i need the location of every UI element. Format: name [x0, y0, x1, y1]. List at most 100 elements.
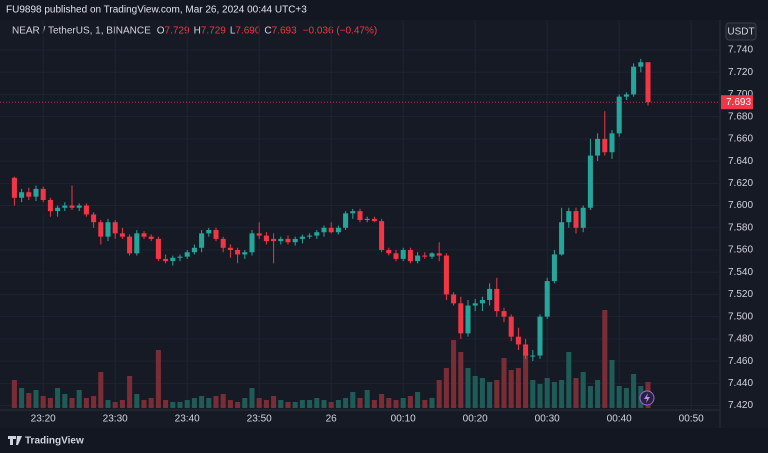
candle-body: [11, 177, 17, 198]
candle-body: [47, 200, 53, 212]
candle-body: [508, 316, 514, 337]
volume-bar: [285, 402, 291, 408]
y-tick-label: 7.720: [728, 67, 753, 78]
candle-body: [220, 238, 226, 248]
volume-bar: [141, 400, 147, 408]
volume-bar: [62, 394, 68, 408]
candle-body: [127, 236, 133, 254]
candle-body: [487, 288, 493, 300]
candle-body: [443, 255, 449, 295]
x-tick-label: 23:20: [31, 414, 56, 425]
volume-bar: [256, 398, 262, 408]
legend-value: 7.693: [272, 26, 297, 37]
volume-bar: [465, 368, 471, 408]
volume-bar: [19, 388, 25, 408]
volume-bar: [199, 396, 205, 408]
x-tick-label: 00:10: [391, 414, 416, 425]
candle-body: [263, 235, 269, 242]
volume-bar: [91, 396, 97, 408]
volume-bar: [76, 390, 82, 408]
candle-body: [602, 138, 608, 153]
volume-bar: [364, 390, 370, 408]
candle-body: [415, 255, 421, 262]
candle-body: [184, 252, 190, 257]
candle-body: [141, 233, 147, 237]
volume-bar: [314, 398, 320, 408]
candle-body: [609, 133, 615, 153]
legend-value: 7.729: [165, 26, 190, 37]
volume-bar: [573, 378, 579, 408]
candle-body: [26, 192, 32, 197]
y-tick-label: 7.420: [728, 400, 753, 411]
volume-bar: [335, 400, 341, 408]
legend-change: −0.036 (−0.47%): [303, 26, 378, 37]
volume-bar: [105, 400, 111, 408]
volume-bar: [494, 380, 500, 408]
volume-bar: [429, 398, 435, 408]
volume-bar: [501, 358, 507, 408]
y-tick-label: 7.560: [728, 245, 753, 256]
y-tick-label: 7.680: [728, 111, 753, 122]
y-tick-label: 7.600: [728, 200, 753, 211]
volume-bar: [623, 388, 629, 408]
candle-body: [566, 211, 572, 223]
x-tick-label: 23:40: [175, 414, 200, 425]
volume-bar: [386, 398, 392, 408]
volume-bar: [451, 340, 457, 408]
candle-body: [559, 222, 565, 255]
candle-body: [357, 211, 363, 220]
brand-logo: [8, 436, 22, 445]
volume-bar: [436, 380, 442, 408]
event-icon-glyph: [644, 393, 650, 403]
legend-key: O: [157, 26, 165, 37]
last-price-label: 7.693: [726, 97, 751, 108]
volume-bar: [40, 396, 46, 408]
x-tick-label: 23:50: [247, 414, 272, 425]
candle-body: [400, 250, 406, 259]
candle-body: [551, 254, 557, 282]
x-tick-label: 00:20: [463, 414, 488, 425]
candle-body: [242, 252, 248, 255]
candle-body: [307, 235, 313, 237]
candle-body: [515, 336, 521, 345]
volume-bar: [98, 372, 104, 408]
volume-bar: [523, 352, 529, 408]
candle-body: [191, 247, 197, 253]
candle-body: [494, 288, 500, 312]
axes: 7.420 7.440 7.460 7.480 7.500 7.520 7.540 7.560…: [0, 45, 753, 425]
candle-body: [379, 221, 385, 250]
volume-bar: [551, 382, 557, 408]
candle-body: [235, 250, 241, 255]
candle-body: [386, 250, 392, 254]
volume-bar: [206, 398, 212, 408]
currency[interactable]: USDT: [727, 27, 754, 38]
volume-bar: [235, 402, 241, 408]
volume-bar: [458, 352, 464, 408]
publisher: FU9898 published on TradingView.com, Mar…: [6, 5, 307, 16]
candle-body: [436, 253, 442, 256]
volume-bar: [83, 398, 89, 408]
candle-body: [422, 255, 428, 257]
volume-bar: [184, 400, 190, 408]
candle-body: [472, 303, 478, 306]
candle-body: [91, 214, 97, 223]
volume-bar: [112, 402, 118, 408]
volume-bar: [393, 400, 399, 408]
currency-box[interactable]: [725, 22, 757, 41]
candle-body: [299, 236, 305, 239]
candle-body: [501, 311, 507, 317]
legend-key: C: [264, 26, 271, 37]
candle-body: [631, 66, 637, 95]
candle-body: [479, 300, 485, 304]
volume-bar: [307, 400, 313, 408]
last-price-box: [721, 95, 753, 110]
candle-body: [393, 253, 399, 259]
volume-bar: [537, 384, 543, 408]
volume-bar: [357, 398, 363, 408]
candle-body: [105, 222, 111, 237]
volume-bar: [55, 388, 61, 408]
y-tick-label: 7.440: [728, 378, 753, 389]
candle-body: [638, 62, 644, 67]
volume-bar: [11, 380, 17, 408]
candle-body: [544, 281, 550, 317]
